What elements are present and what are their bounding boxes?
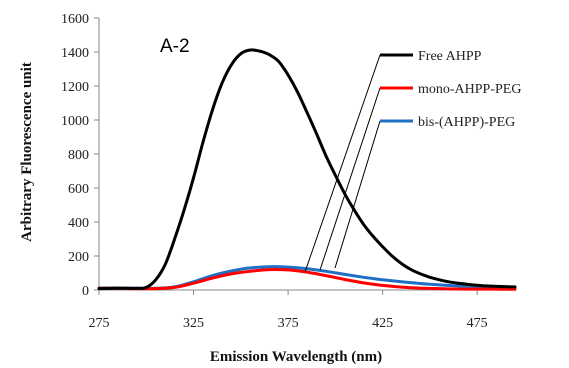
plot-area: 0 200 400 600 800 1000 1200 1400 1600 275 325 375 42… xyxy=(61,12,521,331)
y-tick-label: 400 xyxy=(68,216,89,231)
y-tick-label: 200 xyxy=(68,250,89,265)
panel-label: A-2 xyxy=(160,36,190,57)
x-tick-label: 275 xyxy=(89,316,110,331)
y-tick-label: 0 xyxy=(82,284,89,299)
x-tick-label: 475 xyxy=(467,316,488,331)
series-line xyxy=(97,48,517,291)
x-axis-title: Emission Wavelength (nm) xyxy=(210,349,382,365)
y-tick-label: 1200 xyxy=(61,80,89,95)
legend-label: bis-(AHPP)-PEG xyxy=(418,115,515,130)
legend-leader-line xyxy=(319,87,381,271)
y-tick-label: 1400 xyxy=(61,46,89,61)
legend-label: mono-AHPP-PEG xyxy=(418,82,521,97)
x-tick-label: 325 xyxy=(183,316,204,331)
y-tick-label: 800 xyxy=(68,148,89,163)
series-line xyxy=(97,268,517,291)
x-tick-label: 425 xyxy=(372,316,393,331)
y-tick-label: 1000 xyxy=(61,114,89,129)
legend-leader-line xyxy=(334,120,381,269)
y-tick-label: 600 xyxy=(68,182,89,197)
legend-leader-line xyxy=(304,54,381,273)
legend-label: Free AHPP xyxy=(418,49,482,64)
x-tick-label: 375 xyxy=(278,316,299,331)
y-tick-label: 1600 xyxy=(61,12,89,27)
y-axis-title: Arbitrary Fluorescence unit xyxy=(19,62,35,242)
